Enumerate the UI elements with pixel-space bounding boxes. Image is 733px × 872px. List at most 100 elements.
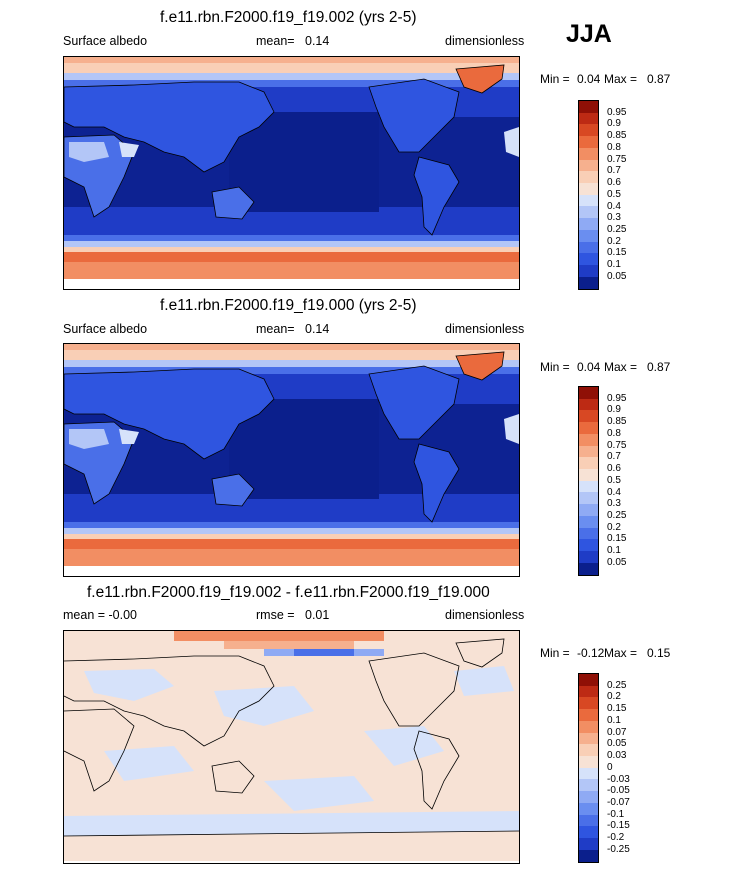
panel3-max-label: Max = xyxy=(604,646,638,660)
colorbar-swatch xyxy=(579,539,598,552)
colorbar-level-label: 0.3 xyxy=(607,212,621,224)
colorbar-level-label: 0.5 xyxy=(607,188,621,200)
panel2-units: dimensionless xyxy=(445,322,525,336)
colorbar-swatch xyxy=(579,457,598,470)
panel1-min-label: Min = xyxy=(540,72,570,86)
colorbar-swatch xyxy=(579,504,598,516)
colorbar-level-label: 0.85 xyxy=(607,416,627,428)
colorbar-swatch xyxy=(579,136,598,148)
panel2-max-label: Max = xyxy=(604,360,638,374)
colorbar-level-label: -0.05 xyxy=(607,785,630,797)
colorbar-level-label: 0.25 xyxy=(607,224,627,236)
colorbar-level-label: 0.75 xyxy=(607,439,627,451)
colorbar-swatch xyxy=(579,422,598,434)
panel2-mean-label: mean= xyxy=(256,322,295,336)
colorbar-level-label: 0.6 xyxy=(607,177,621,189)
panel3-colorbar xyxy=(578,673,599,863)
colorbar-swatch xyxy=(579,674,598,686)
panel1-max-label: Max = xyxy=(604,72,638,86)
panel2-colorbar xyxy=(578,386,599,576)
panel3-mean-text: mean = -0.00 xyxy=(63,608,138,622)
colorbar-level-label: 0.5 xyxy=(607,474,621,486)
colorbar-swatch xyxy=(579,732,598,745)
colorbar-level-label: 0.03 xyxy=(607,750,627,762)
panel3-map xyxy=(63,630,520,864)
colorbar-swatch xyxy=(579,779,598,792)
colorbar-level-label: 0.25 xyxy=(607,510,627,522)
colorbar-level-label: -0.25 xyxy=(607,843,630,855)
panel2-max-value: 0.87 xyxy=(647,360,671,374)
colorbar-swatch xyxy=(579,276,598,289)
colorbar-swatch xyxy=(579,265,598,277)
colorbar-swatch xyxy=(579,849,598,862)
colorbar-level-label: 0.05 xyxy=(607,738,627,750)
colorbar-level-label: 0.8 xyxy=(607,141,621,153)
panel2-min-value: 0.04 xyxy=(577,360,601,374)
colorbar-swatch xyxy=(579,469,598,481)
colorbar-level-label: 0.15 xyxy=(607,247,627,259)
colorbar-level-label: 0.75 xyxy=(607,153,627,165)
colorbar-level-label: 0.05 xyxy=(607,556,627,568)
colorbar-level-label: 0.4 xyxy=(607,200,621,212)
panel1-mean-value: 0.14 xyxy=(305,34,330,48)
panel1-units: dimensionless xyxy=(445,34,525,48)
panel3-min-value: -0.12 xyxy=(577,646,605,660)
panel3-min-label: Min = xyxy=(540,646,570,660)
panel2-map xyxy=(63,343,520,577)
colorbar-swatch xyxy=(579,147,598,160)
colorbar-swatch xyxy=(579,101,598,113)
season-label: JJA xyxy=(566,20,612,48)
colorbar-swatch xyxy=(579,826,598,839)
panel1-variable-label: Surface albedo xyxy=(63,34,148,48)
colorbar-level-label: 0.7 xyxy=(607,451,621,463)
colorbar-swatch xyxy=(579,398,598,411)
colorbar-level-label: 0.2 xyxy=(607,235,621,247)
colorbar-swatch xyxy=(579,685,598,698)
panel3-max-value: 0.15 xyxy=(647,646,671,660)
panel1-max-value: 0.87 xyxy=(647,72,671,86)
colorbar-swatch xyxy=(579,112,598,125)
colorbar-level-label: -0.03 xyxy=(607,773,630,785)
colorbar-swatch xyxy=(579,838,598,850)
panel1-map xyxy=(63,56,520,290)
colorbar-swatch xyxy=(579,492,598,505)
colorbar-swatch xyxy=(579,720,598,733)
colorbar-swatch xyxy=(579,515,598,528)
colorbar-level-label: 0.1 xyxy=(607,545,621,557)
colorbar-swatch xyxy=(579,229,598,242)
colorbar-level-label: -0.1 xyxy=(607,808,625,820)
colorbar-swatch xyxy=(579,814,598,827)
colorbar-level-label: 0.07 xyxy=(607,726,627,738)
colorbar-swatch xyxy=(579,551,598,563)
colorbar-level-label: 0.7 xyxy=(607,165,621,177)
colorbar-level-label: 0 xyxy=(607,761,613,773)
panel3-rmse-value: 0.01 xyxy=(305,608,330,622)
colorbar-swatch xyxy=(579,124,598,137)
colorbar-level-label: 0.2 xyxy=(607,691,621,703)
colorbar-swatch xyxy=(579,183,598,195)
colorbar-swatch xyxy=(579,410,598,423)
panel2-min-label: Min = xyxy=(540,360,570,374)
colorbar-swatch xyxy=(579,218,598,230)
colorbar-level-label: 0.6 xyxy=(607,463,621,475)
colorbar-level-label: 0.8 xyxy=(607,427,621,439)
colorbar-level-label: 0.95 xyxy=(607,392,627,404)
colorbar-swatch xyxy=(579,445,598,458)
panel2-mean-value: 0.14 xyxy=(305,322,330,336)
panel1-min-value: 0.04 xyxy=(577,72,601,86)
colorbar-level-label: 0.9 xyxy=(607,404,621,416)
colorbar-swatch xyxy=(579,194,598,207)
colorbar-level-label: 0.1 xyxy=(607,714,621,726)
panel2-variable-label: Surface albedo xyxy=(63,322,148,336)
colorbar-level-label: 0.9 xyxy=(607,118,621,130)
colorbar-swatch xyxy=(579,709,598,721)
panel2-title: f.e11.rbn.F2000.f19_f19.000 (yrs 2-5) xyxy=(160,297,417,314)
colorbar-level-label: 0.15 xyxy=(607,703,627,715)
colorbar-level-label: -0.15 xyxy=(607,820,630,832)
colorbar-level-label: 0.05 xyxy=(607,270,627,282)
colorbar-swatch xyxy=(579,562,598,575)
colorbar-level-label: 0.85 xyxy=(607,130,627,142)
colorbar-level-label: 0.1 xyxy=(607,259,621,271)
colorbar-swatch xyxy=(579,697,598,710)
colorbar-swatch xyxy=(579,744,598,757)
